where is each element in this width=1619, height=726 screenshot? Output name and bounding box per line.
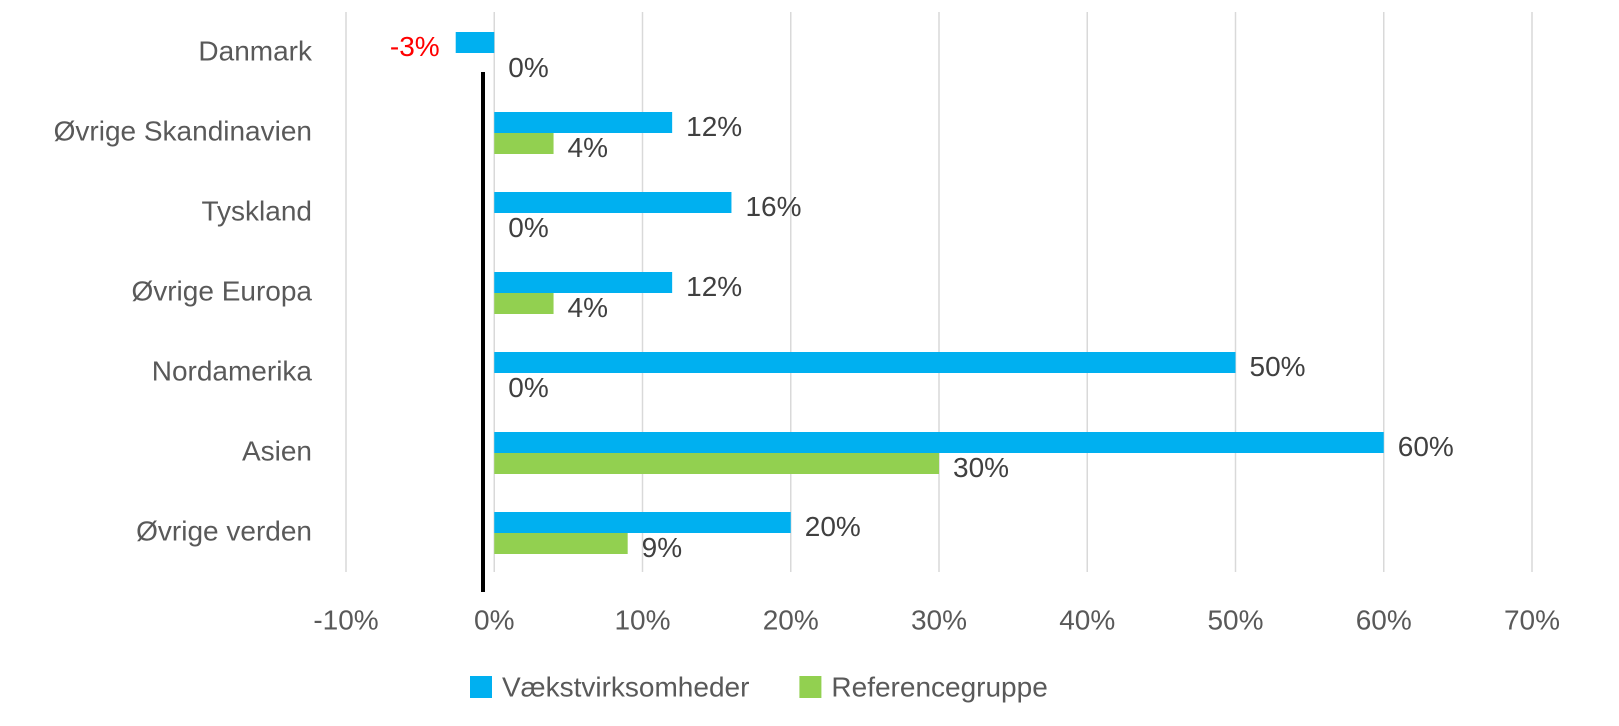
y-tick-label: Asien (242, 435, 312, 466)
data-label: 50% (1250, 351, 1306, 382)
data-label: 12% (686, 271, 742, 302)
bar (494, 192, 732, 213)
x-tick-label: 20% (763, 604, 819, 635)
data-label: -3% (390, 31, 440, 62)
bar (494, 112, 673, 133)
bar (494, 293, 554, 314)
bar (494, 453, 939, 474)
legend-label: Vækstvirksomheder (502, 671, 749, 702)
y-tick-label: Danmark (198, 35, 313, 66)
x-tick-label: 40% (1059, 604, 1115, 635)
data-label: 0% (508, 212, 548, 243)
bar (494, 533, 628, 554)
data-label: 0% (508, 372, 548, 403)
y-tick-label: Øvrige Europa (131, 275, 312, 306)
bar (455, 32, 495, 53)
data-label: 9% (642, 532, 682, 563)
data-label: 4% (568, 292, 608, 323)
x-tick-label: -10% (313, 604, 378, 635)
data-label: 16% (745, 191, 801, 222)
data-label: 20% (805, 511, 861, 542)
bar (494, 133, 554, 154)
data-label: 60% (1398, 431, 1454, 462)
y-tick-label: Nordamerika (152, 355, 313, 386)
y-tick-label: Øvrige verden (136, 515, 312, 546)
bar (494, 352, 1236, 373)
bar (494, 432, 1384, 453)
legend-swatch (470, 676, 492, 698)
bar (494, 272, 673, 293)
legend-label: Referencegruppe (831, 671, 1047, 702)
x-tick-label: 30% (911, 604, 967, 635)
legend-swatch (799, 676, 822, 698)
x-tick-label: 50% (1207, 604, 1263, 635)
x-tick-label: 10% (614, 604, 670, 635)
data-label: 4% (568, 132, 608, 163)
y-tick-label: Øvrige Skandinavien (54, 115, 312, 146)
y-tick-label: Tyskland (202, 195, 313, 226)
data-label: 12% (686, 111, 742, 142)
x-tick-label: 0% (474, 604, 514, 635)
x-tick-label: 70% (1504, 604, 1560, 635)
bar (494, 512, 791, 533)
data-label: 0% (508, 52, 548, 83)
x-tick-label: 60% (1356, 604, 1412, 635)
data-label: 30% (953, 452, 1009, 483)
